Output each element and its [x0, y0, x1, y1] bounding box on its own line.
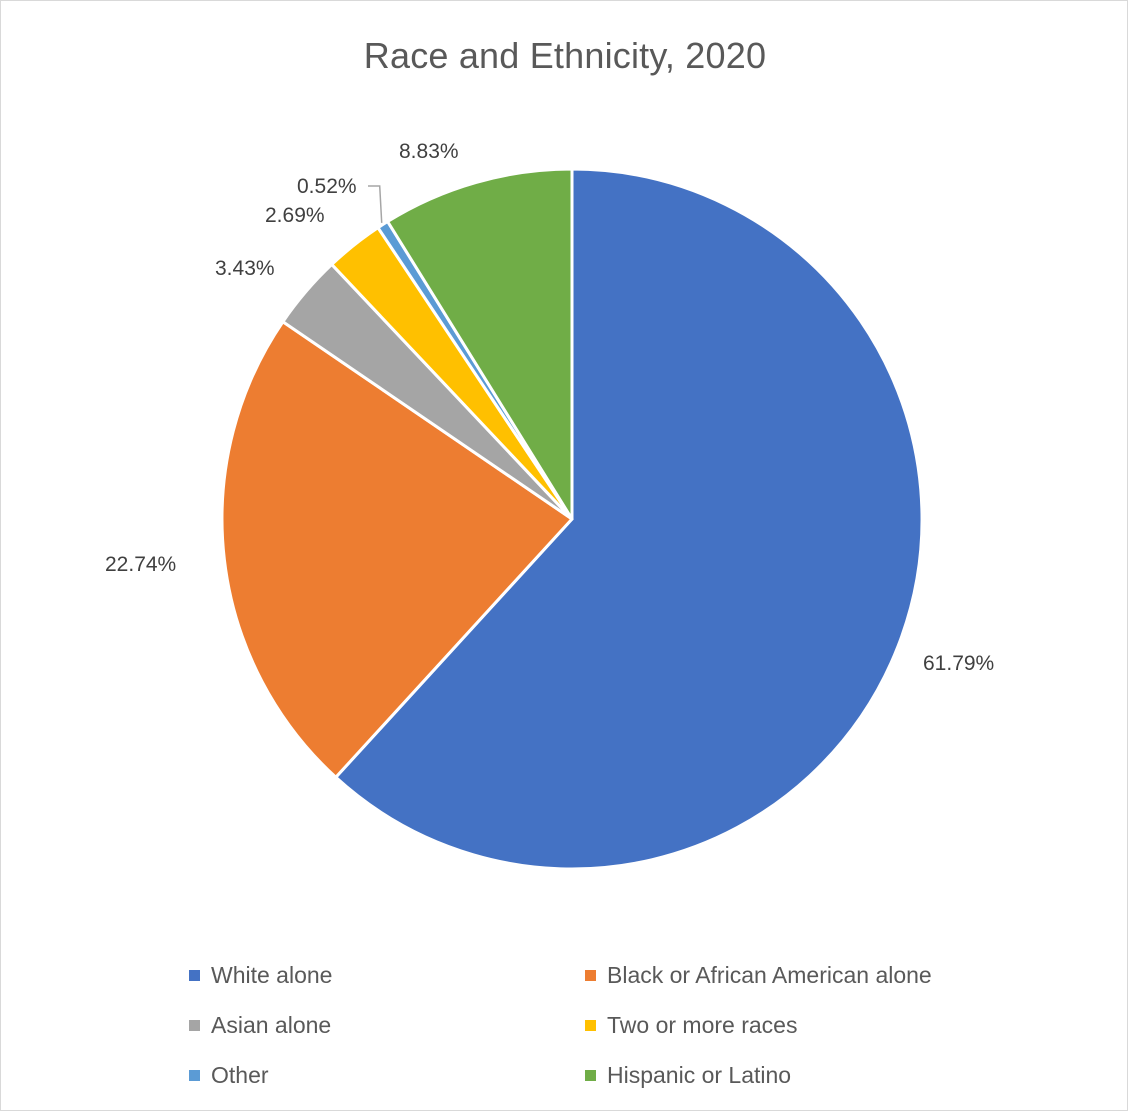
legend-swatch	[189, 1070, 200, 1081]
data-label-white-alone: 61.79%	[923, 652, 994, 675]
legend-label: White alone	[211, 962, 333, 988]
data-labels: 61.79% 22.74% 3.43% 2.69% 0.52% 8.83%	[105, 140, 994, 675]
legend-swatch	[189, 1020, 200, 1031]
legend-item-other: Other	[189, 1059, 585, 1092]
legend-label: Other	[211, 1062, 269, 1088]
legend-swatch	[585, 970, 596, 981]
pie-slice-white-alone	[334, 167, 924, 871]
data-label-two-or-more-races: 2.69%	[265, 204, 325, 227]
data-label-asian-alone: 3.43%	[215, 257, 275, 280]
legend-item-asian-alone: Asian alone	[189, 1009, 585, 1042]
legend-label: Asian alone	[211, 1012, 332, 1038]
data-label-black-or-african-american-alone: 22.74%	[105, 553, 176, 576]
legend-item-black-or-african-american-alone: Black or African American alone	[585, 959, 1025, 992]
legend: White alone Black or African American al…	[189, 959, 1049, 1092]
pie-slices	[220, 167, 924, 871]
pie-slice-black-or-african-american-alone	[220, 320, 574, 779]
legend-label: Black or African American alone	[607, 962, 932, 988]
legend-swatch	[585, 1070, 596, 1081]
chart-title: Race and Ethnicity, 2020	[363, 35, 767, 76]
legend-swatch	[189, 970, 200, 981]
legend-label: Hispanic or Latino	[607, 1062, 792, 1088]
data-label-hispanic-or-latino: 8.83%	[399, 140, 459, 163]
legend-label: Two or more races	[607, 1012, 798, 1038]
data-label-other: 0.52%	[297, 175, 357, 198]
legend-item-hispanic-or-latino: Hispanic or Latino	[585, 1059, 1025, 1092]
pie-slice-hispanic-or-latino	[386, 167, 574, 521]
legend-item-white-alone: White alone	[189, 959, 585, 992]
legend-item-two-or-more-races: Two or more races	[585, 1009, 1025, 1042]
leader-lines	[368, 185, 383, 223]
legend-swatch	[585, 1020, 596, 1031]
leader-line-other	[368, 185, 383, 223]
